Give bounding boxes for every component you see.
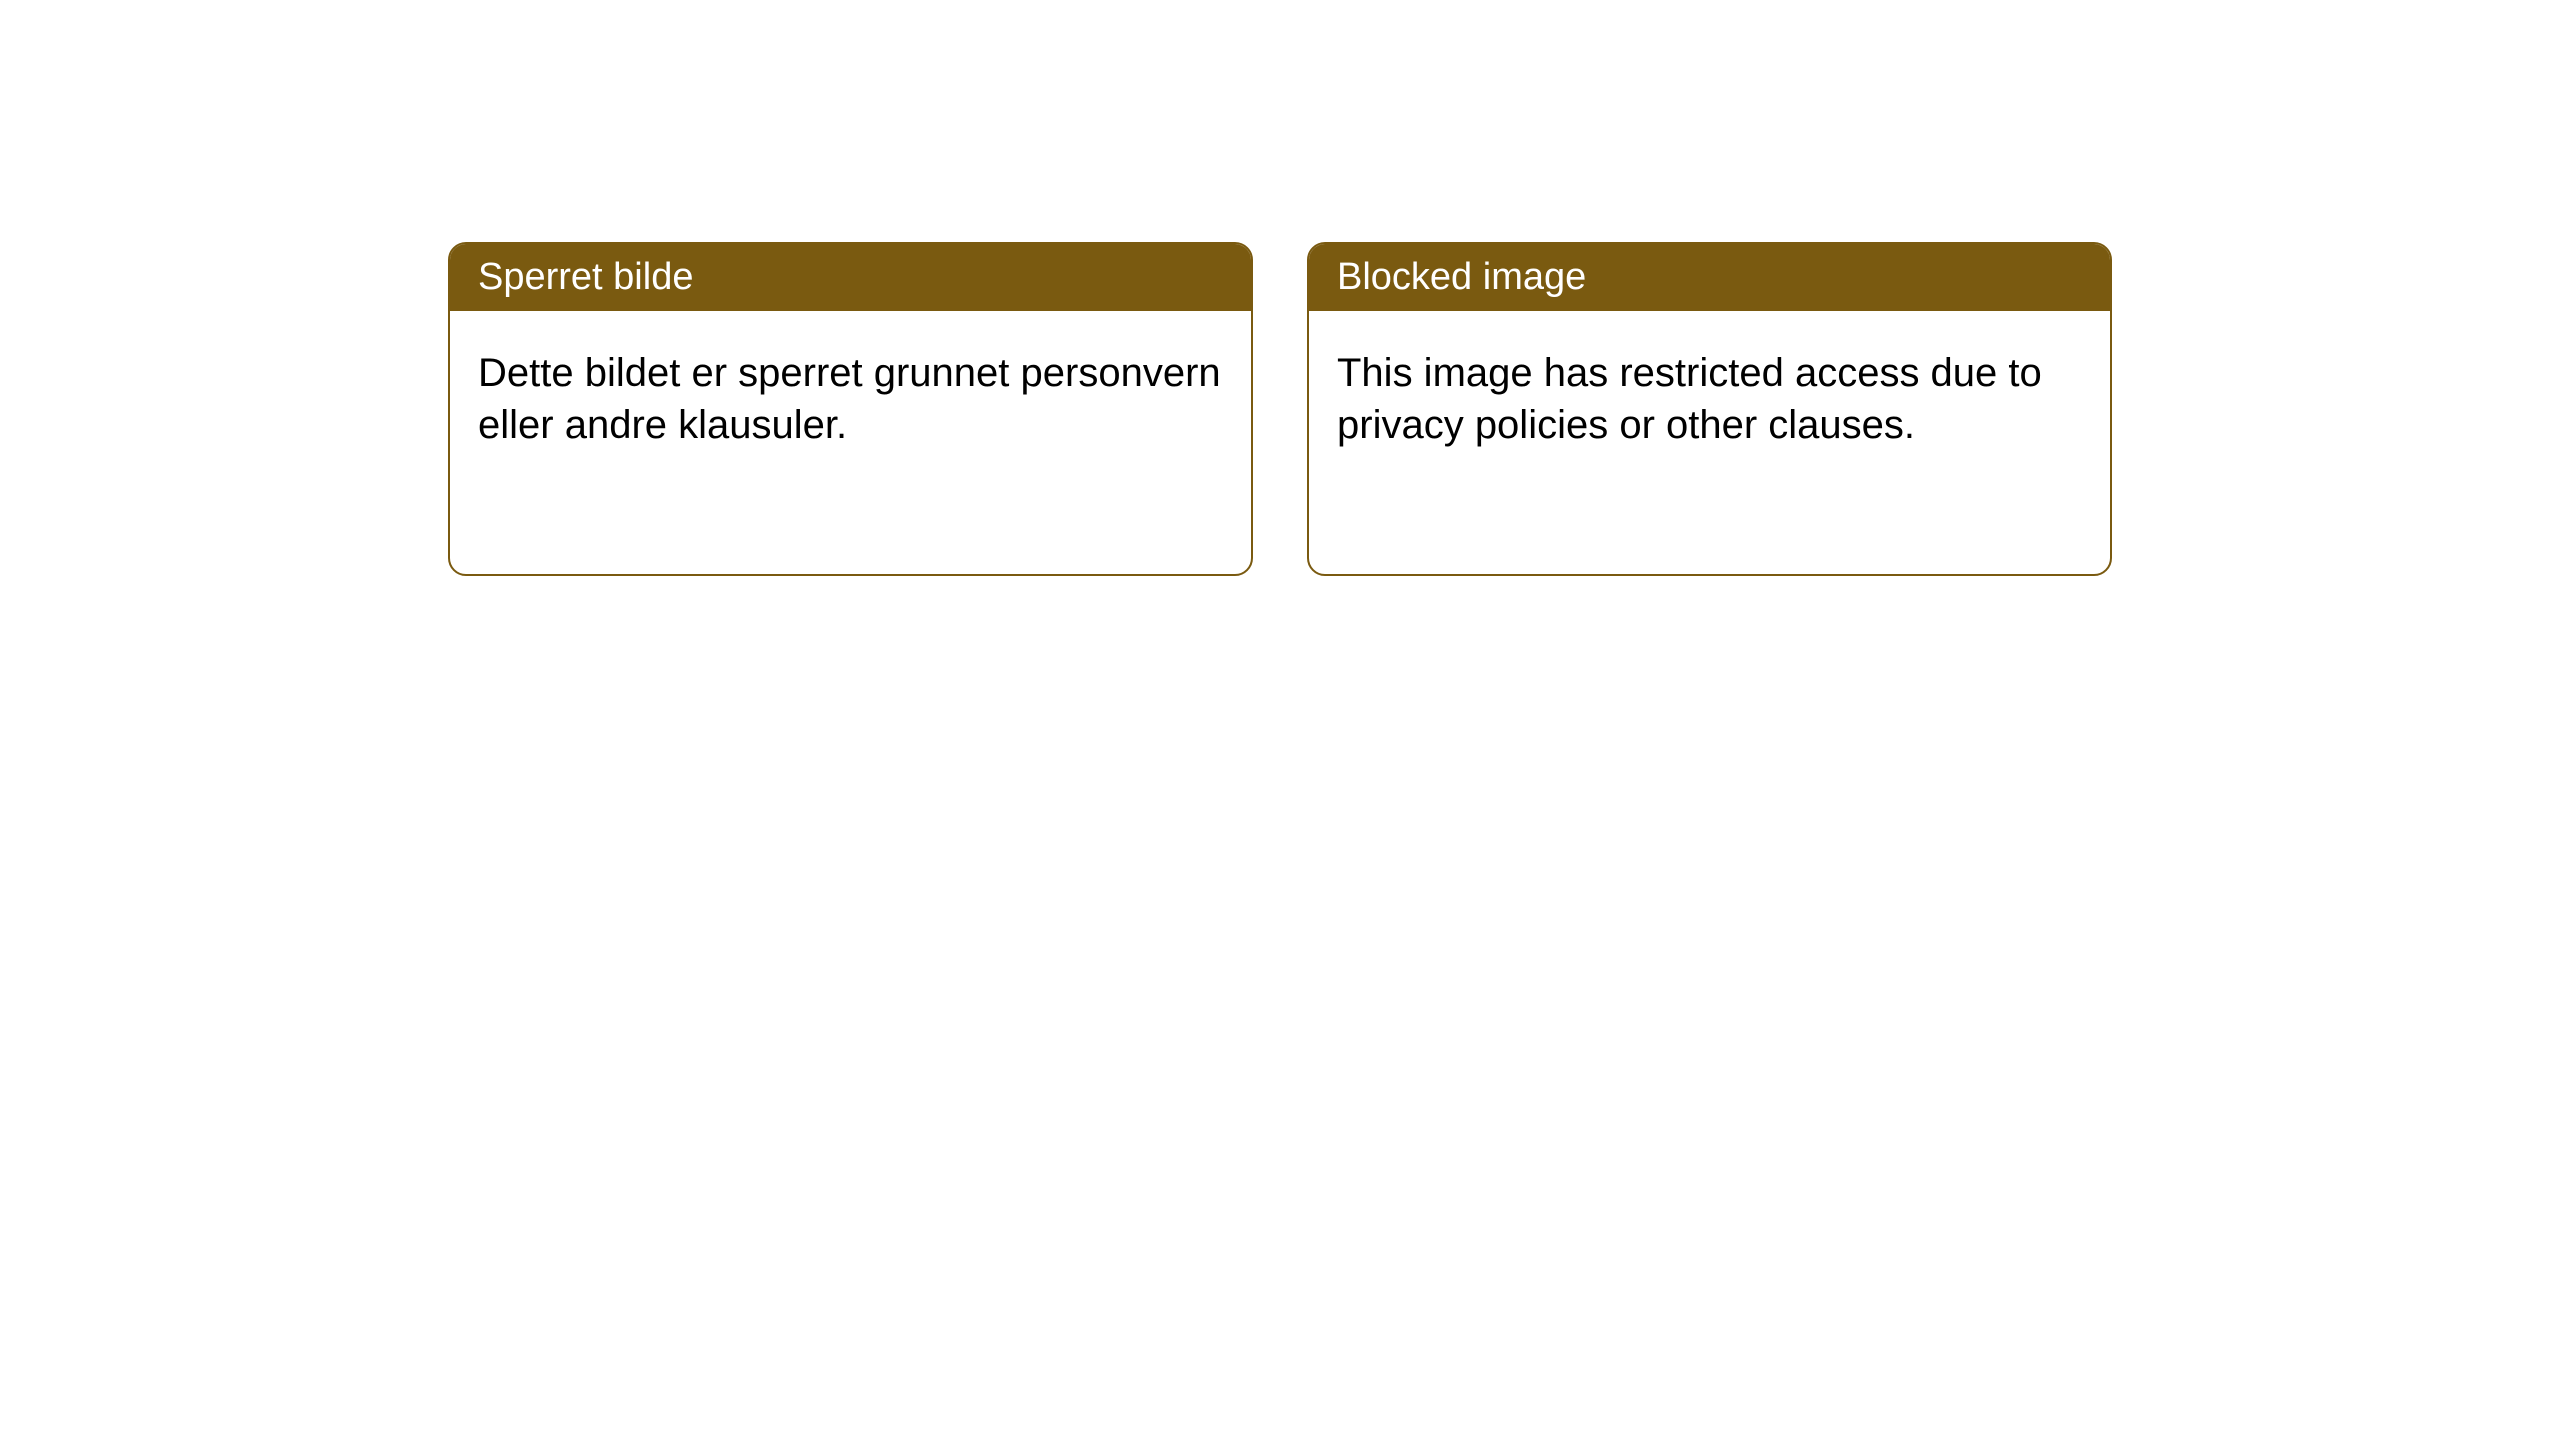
card-body: This image has restricted access due to … — [1309, 311, 2110, 487]
card-body: Dette bildet er sperret grunnet personve… — [450, 311, 1251, 487]
card-body-text: Dette bildet er sperret grunnet personve… — [478, 351, 1221, 447]
blocked-image-card-en: Blocked image This image has restricted … — [1307, 242, 2112, 576]
card-title: Blocked image — [1337, 256, 1586, 298]
blocked-image-card-no: Sperret bilde Dette bildet er sperret gr… — [448, 242, 1253, 576]
card-title: Sperret bilde — [478, 256, 693, 298]
card-header: Sperret bilde — [450, 244, 1251, 311]
card-header: Blocked image — [1309, 244, 2110, 311]
notice-container: Sperret bilde Dette bildet er sperret gr… — [0, 0, 2560, 576]
card-body-text: This image has restricted access due to … — [1337, 351, 2042, 447]
